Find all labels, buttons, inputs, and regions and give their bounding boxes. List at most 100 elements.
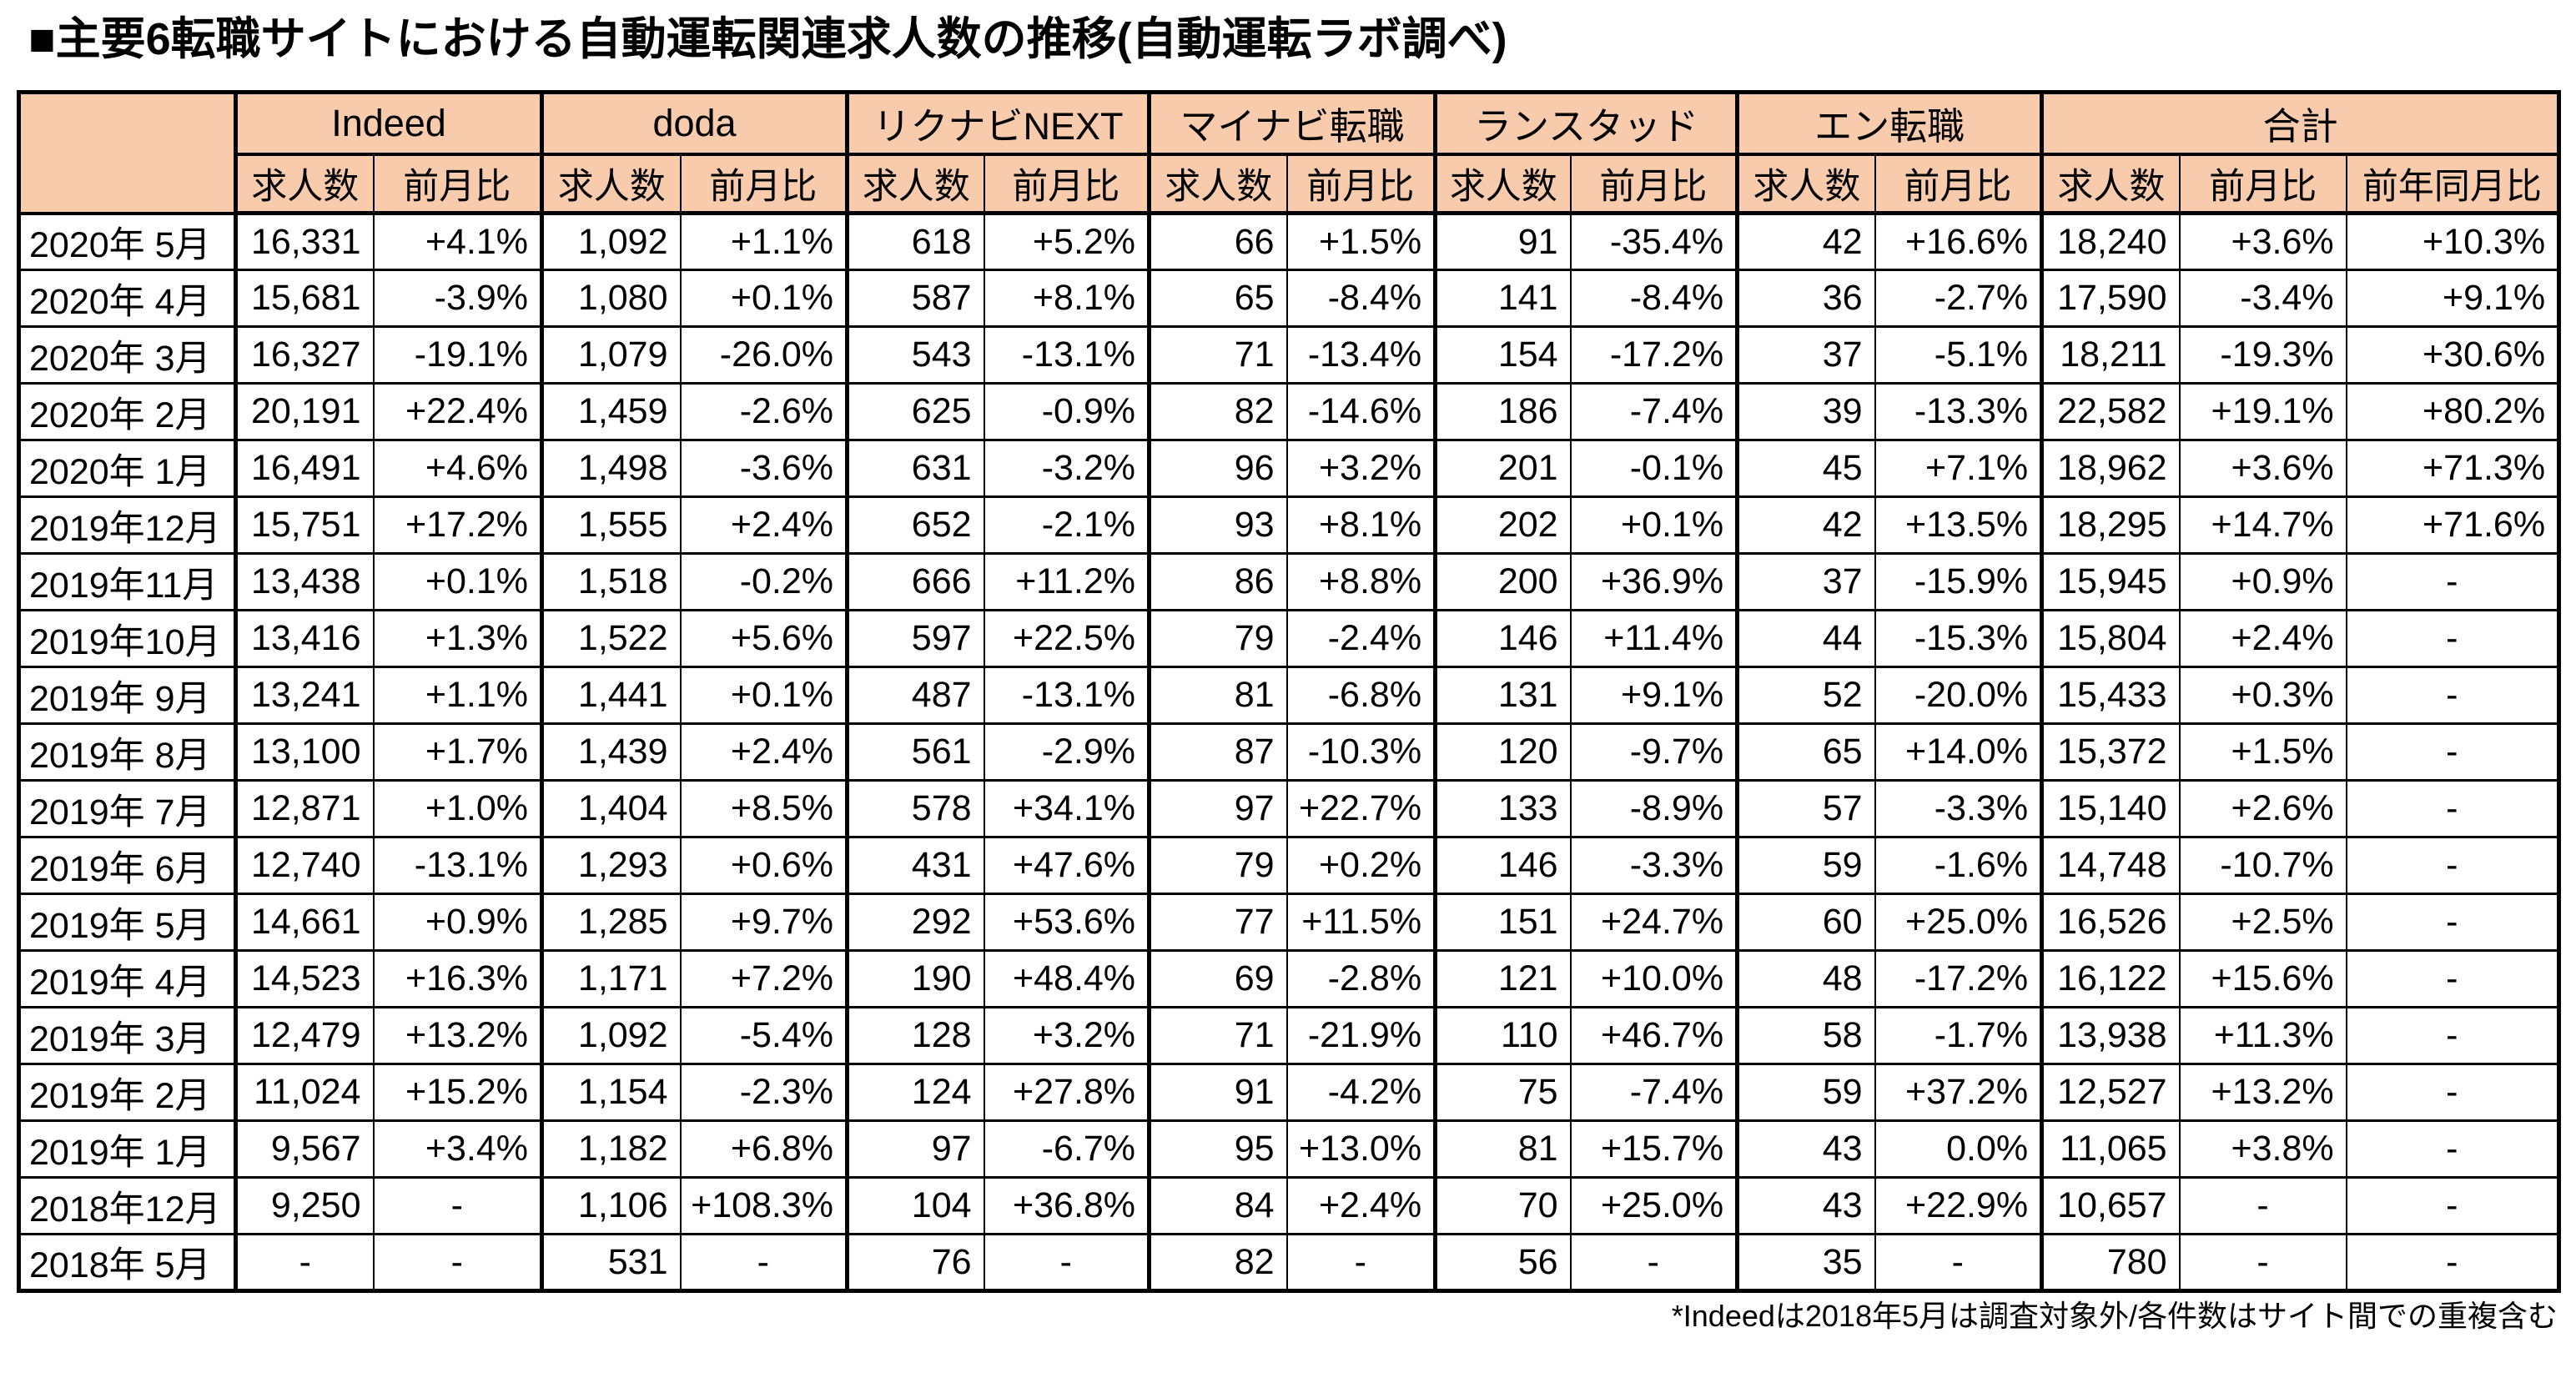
value-cell: -7.4% (1569, 383, 1738, 441)
value-cell: -2.6% (679, 383, 848, 441)
value-cell: 618 (845, 213, 984, 271)
value-cell: 65 (1147, 269, 1287, 328)
value-cell: 12,527 (2040, 1064, 2180, 1122)
value-cell: +13.2% (372, 1007, 542, 1065)
value-cell: 18,240 (2040, 213, 2180, 271)
sub-header: 求人数 (540, 153, 681, 215)
value-cell: 10,657 (2040, 1177, 2180, 1235)
table-row: 2019年 5月 14,661 +0.9% 1,285 +9.7% 292 +53.6% 77… (18, 893, 2559, 952)
month-cell: 2019年 9月 (18, 666, 236, 725)
value-cell: +2.4% (679, 496, 848, 555)
value-cell: +71.6% (2345, 496, 2559, 555)
value-cell: 56 (1433, 1234, 1571, 1292)
value-cell: - (234, 1234, 374, 1292)
value-cell: 36 (1735, 269, 1875, 328)
value-cell: 17,590 (2040, 269, 2180, 328)
value-cell: +2.6% (2178, 780, 2347, 838)
group-header: doda (540, 92, 848, 156)
value-cell: 13,938 (2040, 1007, 2180, 1065)
value-cell: 1,522 (540, 610, 681, 668)
value-cell: -10.3% (1285, 723, 1436, 782)
value-cell: 625 (845, 383, 984, 441)
value-cell: 431 (845, 837, 984, 895)
sub-header: 求人数 (1735, 153, 1875, 215)
table-row: 2019年 6月 12,740 -13.1% 1,293 +0.6% 431 +47.6% 7… (18, 837, 2559, 895)
value-cell: +5.6% (679, 610, 848, 668)
value-cell: +80.2% (2345, 383, 2559, 441)
value-cell: +15.2% (372, 1064, 542, 1122)
group-header: ランスタッド (1433, 92, 1738, 156)
value-cell: +22.7% (1285, 780, 1436, 838)
value-cell: +108.3% (679, 1177, 848, 1235)
value-cell: +47.6% (983, 837, 1150, 895)
value-cell: +30.6% (2345, 326, 2559, 385)
value-cell: 15,945 (2040, 553, 2180, 611)
value-cell: 141 (1433, 269, 1571, 328)
value-cell: 9,567 (234, 1120, 374, 1179)
value-cell: 44 (1735, 610, 1875, 668)
sub-header: 求人数 (2040, 153, 2180, 215)
value-cell: +16.3% (372, 950, 542, 1008)
value-cell: 104 (845, 1177, 984, 1235)
value-cell: - (2345, 723, 2559, 782)
value-cell: -4.2% (1285, 1064, 1436, 1122)
table-row: 2020年 1月 16,491 +4.6% 1,498 -3.6% 631 -3.2% 96 +… (18, 440, 2559, 498)
value-cell: -2.8% (1285, 950, 1436, 1008)
value-cell: -19.1% (372, 326, 542, 385)
value-cell: -13.3% (1874, 383, 2042, 441)
value-cell: -15.9% (1874, 553, 2042, 611)
value-cell: +4.6% (372, 440, 542, 498)
value-cell: 84 (1147, 1177, 1287, 1235)
value-cell: +13.0% (1285, 1120, 1436, 1179)
value-cell: +2.4% (2178, 610, 2347, 668)
value-cell: -3.3% (1569, 837, 1738, 895)
value-cell: 120 (1433, 723, 1571, 782)
value-cell: 11,024 (234, 1064, 374, 1122)
value-cell: +1.5% (2178, 723, 2347, 782)
value-cell: 131 (1433, 666, 1571, 725)
value-cell: 1,285 (540, 893, 681, 952)
value-cell: 1,459 (540, 383, 681, 441)
value-cell: 1,079 (540, 326, 681, 385)
value-cell: +11.5% (1285, 893, 1436, 952)
value-cell: 200 (1433, 553, 1571, 611)
value-cell: +53.6% (983, 893, 1150, 952)
value-cell: 91 (1147, 1064, 1287, 1122)
sub-header: 前年同月比 (2345, 153, 2559, 215)
value-cell: 190 (845, 950, 984, 1008)
value-cell: 110 (1433, 1007, 1571, 1065)
value-cell: - (1285, 1234, 1436, 1292)
value-cell: 93 (1147, 496, 1287, 555)
value-cell: +0.1% (679, 666, 848, 725)
value-cell: - (2345, 1177, 2559, 1235)
value-cell: +10.3% (2345, 213, 2559, 271)
value-cell: +2.4% (1285, 1177, 1436, 1235)
value-cell: 531 (540, 1234, 681, 1292)
value-cell: - (2178, 1177, 2347, 1235)
value-cell: 9,250 (234, 1177, 374, 1235)
value-cell: -7.4% (1569, 1064, 1738, 1122)
month-cell: 2019年 7月 (18, 780, 236, 838)
value-cell: +34.1% (983, 780, 1150, 838)
group-header: 合計 (2040, 92, 2559, 156)
group-header: リクナビNEXT (845, 92, 1150, 156)
value-cell: 91 (1433, 213, 1571, 271)
value-cell: +0.9% (2178, 553, 2347, 611)
value-cell: 81 (1147, 666, 1287, 725)
table-row: 2019年 1月 9,567 +3.4% 1,182 +6.8% 97 -6.7% 95 +13… (18, 1120, 2559, 1179)
value-cell: 37 (1735, 326, 1875, 385)
value-cell: -3.4% (2178, 269, 2347, 328)
value-cell: +3.4% (372, 1120, 542, 1179)
value-cell: +9.7% (679, 893, 848, 952)
value-cell: 12,740 (234, 837, 374, 895)
sub-header: 前月比 (2178, 153, 2347, 215)
value-cell: 59 (1735, 837, 1875, 895)
value-cell: +1.1% (372, 666, 542, 725)
value-cell: 59 (1735, 1064, 1875, 1122)
value-cell: +7.2% (679, 950, 848, 1008)
value-cell: 43 (1735, 1120, 1875, 1179)
value-cell: 16,331 (234, 213, 374, 271)
month-cell: 2019年 5月 (18, 893, 236, 952)
value-cell: -1.6% (1874, 837, 2042, 895)
value-cell: 1,498 (540, 440, 681, 498)
